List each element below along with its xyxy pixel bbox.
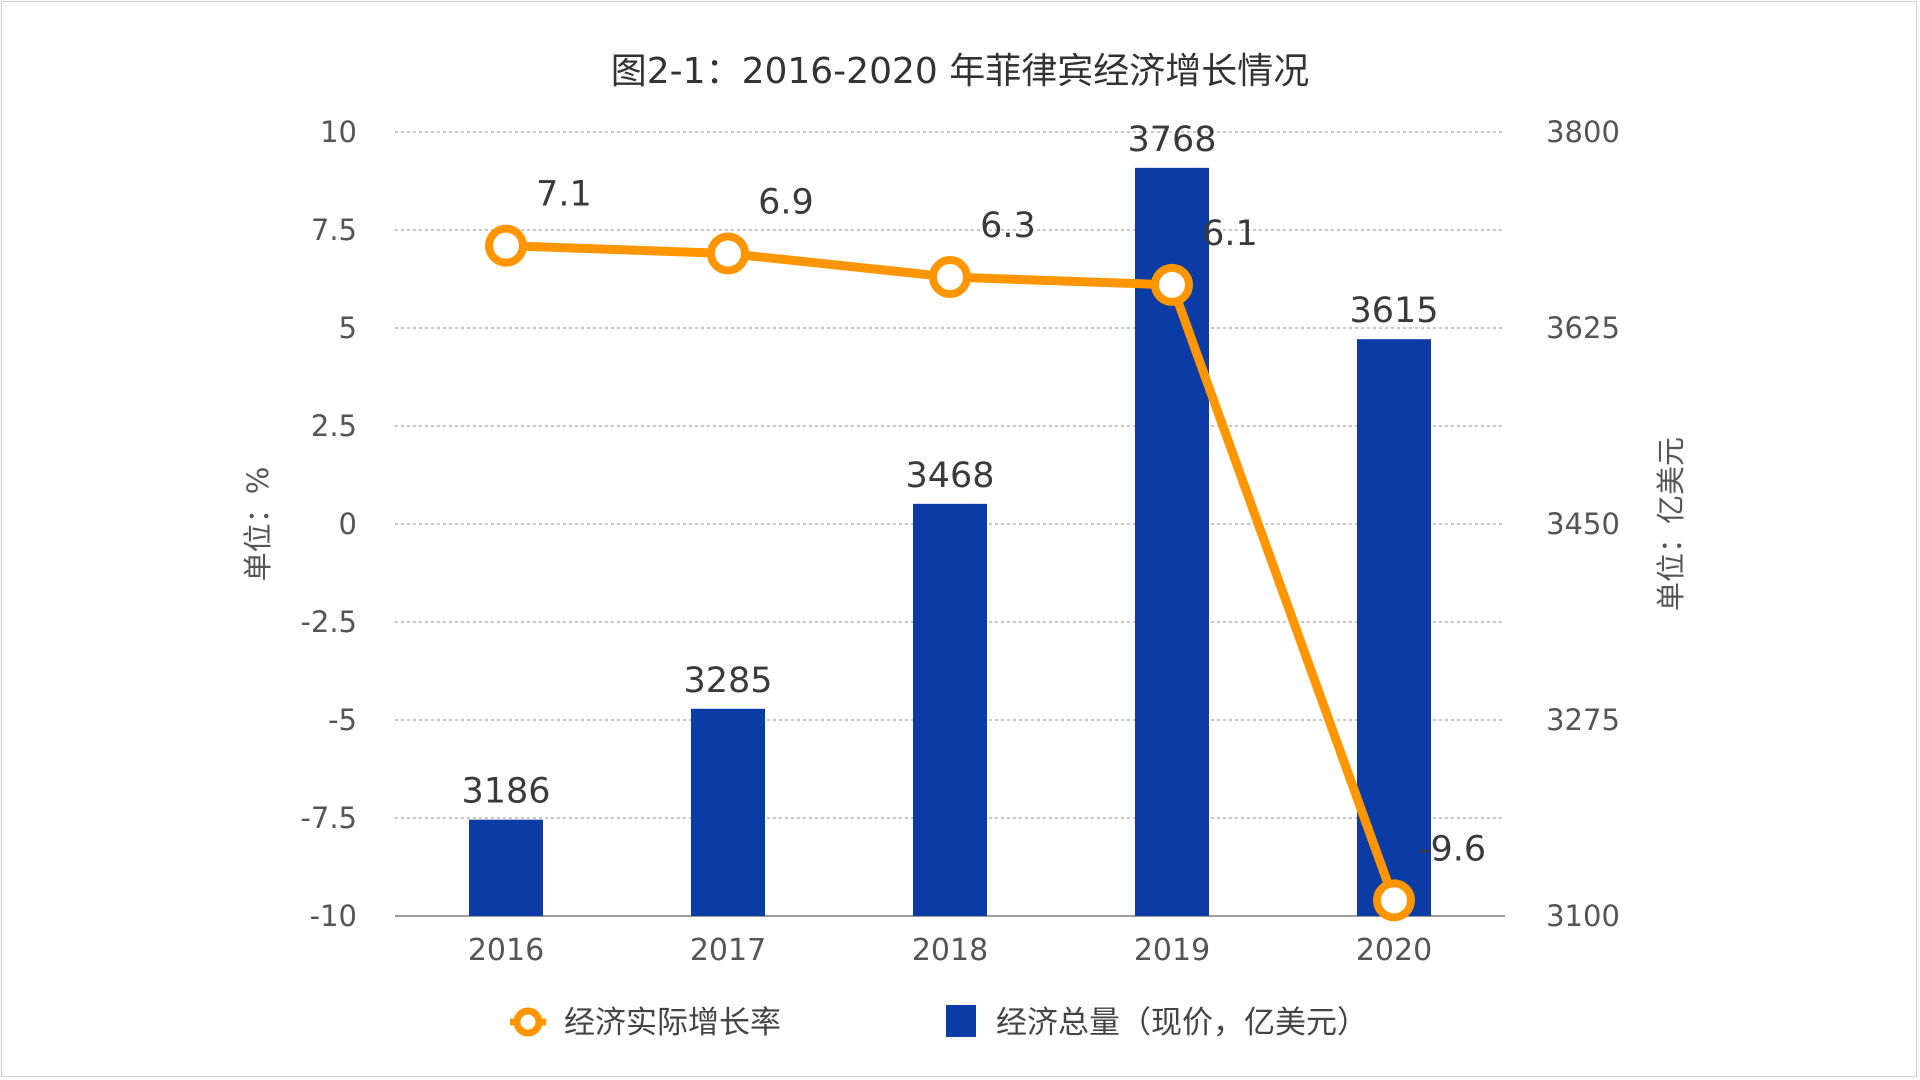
right-tick-label: 3450 [1546,507,1620,541]
bar [913,503,987,916]
category-axis-labels: 2016 2017 2018 2019 2020 [468,933,1432,968]
line-marker [707,232,749,275]
left-axis-ticks: 10 7.5 5 2.5 0 -2.5 -5 -7.5 -10 [300,115,357,933]
line-marker [929,256,971,299]
legend-bar-label: 经济总量（现价，亿美元） [996,1005,1368,1041]
left-tick-label: 2.5 [311,409,357,443]
left-tick-label: 0 [339,507,357,541]
right-axis-title: 单位：亿美元 [1654,437,1688,611]
line-data-label: 7.1 [536,175,592,215]
bar-data-label: 3186 [461,772,550,812]
bar-data-label: 3285 [683,661,772,701]
line-marker [1151,263,1193,306]
bar [469,819,543,916]
bar-data-label: 3615 [1349,291,1438,331]
left-axis-title: 单位：% [241,467,275,582]
left-tick-label: 7.5 [311,213,357,247]
category-label: 2017 [690,933,766,968]
line-marker [485,224,527,267]
legend-line-marker [513,1007,543,1037]
bar [691,708,765,916]
left-tick-label: 5 [339,311,357,345]
right-tick-label: 3100 [1546,899,1620,933]
line-data-labels: 7.1 6.9 6.3 6.1 -9.6 [536,175,1486,870]
left-tick-label: 10 [320,115,357,149]
category-label: 2016 [468,933,544,968]
line-data-label: 6.3 [980,206,1036,246]
left-tick-label: -5 [328,703,357,737]
left-tick-label: -10 [310,899,357,933]
right-tick-label: 3275 [1546,703,1620,737]
bar-data-labels: 3186 3285 3468 3768 3615 [461,120,1438,812]
left-tick-label: -7.5 [300,801,357,835]
right-tick-label: 3625 [1546,311,1620,345]
line-data-label: -9.6 [1418,829,1486,869]
category-label: 2018 [912,933,988,968]
right-axis-ticks: 3800 3625 3450 3275 3100 [1546,115,1620,933]
legend: 经济实际增长率 经济总量（现价，亿美元） [510,1005,1368,1041]
line-series [485,224,1415,922]
legend-bar-swatch [946,1005,976,1037]
bar-series [469,167,1431,917]
legend-line-label: 经济实际增长率 [564,1005,781,1041]
right-tick-label: 3800 [1546,115,1620,149]
bar-data-label: 3768 [1127,120,1216,160]
line-marker [1373,879,1415,922]
category-label: 2020 [1356,933,1432,968]
bar-data-label: 3468 [905,456,994,496]
line-data-label: 6.1 [1202,214,1258,254]
chart-title: 图2-1：2016-2020 年菲律宾经济增长情况 [610,51,1310,92]
line-data-label: 6.9 [758,183,814,223]
category-label: 2019 [1134,933,1210,968]
left-tick-label: -2.5 [300,605,357,639]
